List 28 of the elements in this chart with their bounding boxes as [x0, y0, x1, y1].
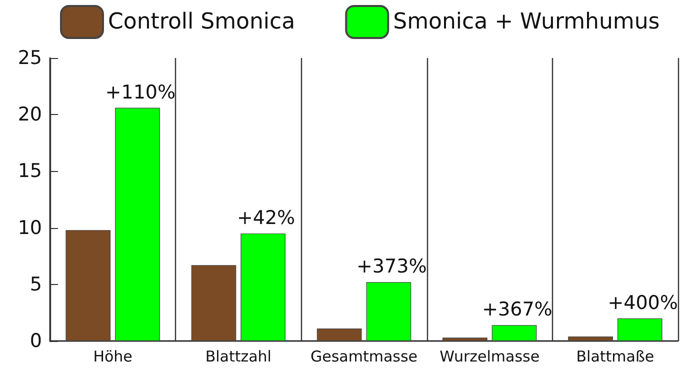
bar: [115, 108, 160, 341]
bar: [191, 265, 236, 341]
y-tick-label: 0: [30, 330, 42, 352]
x-tick-label: Blattmaße: [576, 348, 654, 366]
annotation: +400%: [608, 292, 678, 314]
y-tick-label: 15: [18, 160, 42, 182]
bar: [492, 325, 537, 341]
y-tick-label: 10: [18, 216, 42, 239]
x-tick-label: Höhe: [93, 348, 132, 366]
y-tick-label: 20: [18, 104, 42, 126]
bar: [366, 282, 412, 341]
bar: [568, 336, 613, 341]
bar: [316, 328, 362, 341]
x-tick-label: Blattzahl: [205, 348, 272, 366]
annotation: +42%: [236, 206, 296, 229]
y-tick-label: 5: [30, 273, 42, 296]
x-tick-label: Gesamtmasse: [310, 348, 418, 366]
annotation: +367%: [482, 298, 552, 321]
legend-label: Smonica + Wurmhumus: [393, 10, 660, 34]
annotation: +110%: [105, 81, 176, 104]
annotation: +373%: [356, 256, 427, 278]
bar: [617, 318, 662, 341]
bar: [240, 233, 286, 341]
bar: [442, 338, 488, 341]
x-tick-label: Wurzelmasse: [440, 348, 540, 366]
legend-label: Controll Smonica: [108, 10, 296, 34]
bar: [66, 230, 111, 341]
y-tick-label: 25: [18, 47, 42, 69]
